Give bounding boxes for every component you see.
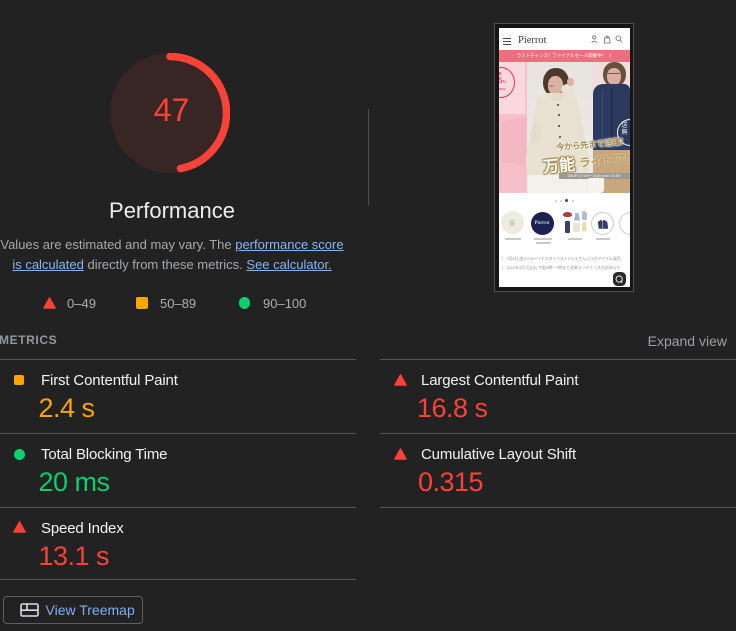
svg-text:47: 47: [154, 92, 190, 128]
